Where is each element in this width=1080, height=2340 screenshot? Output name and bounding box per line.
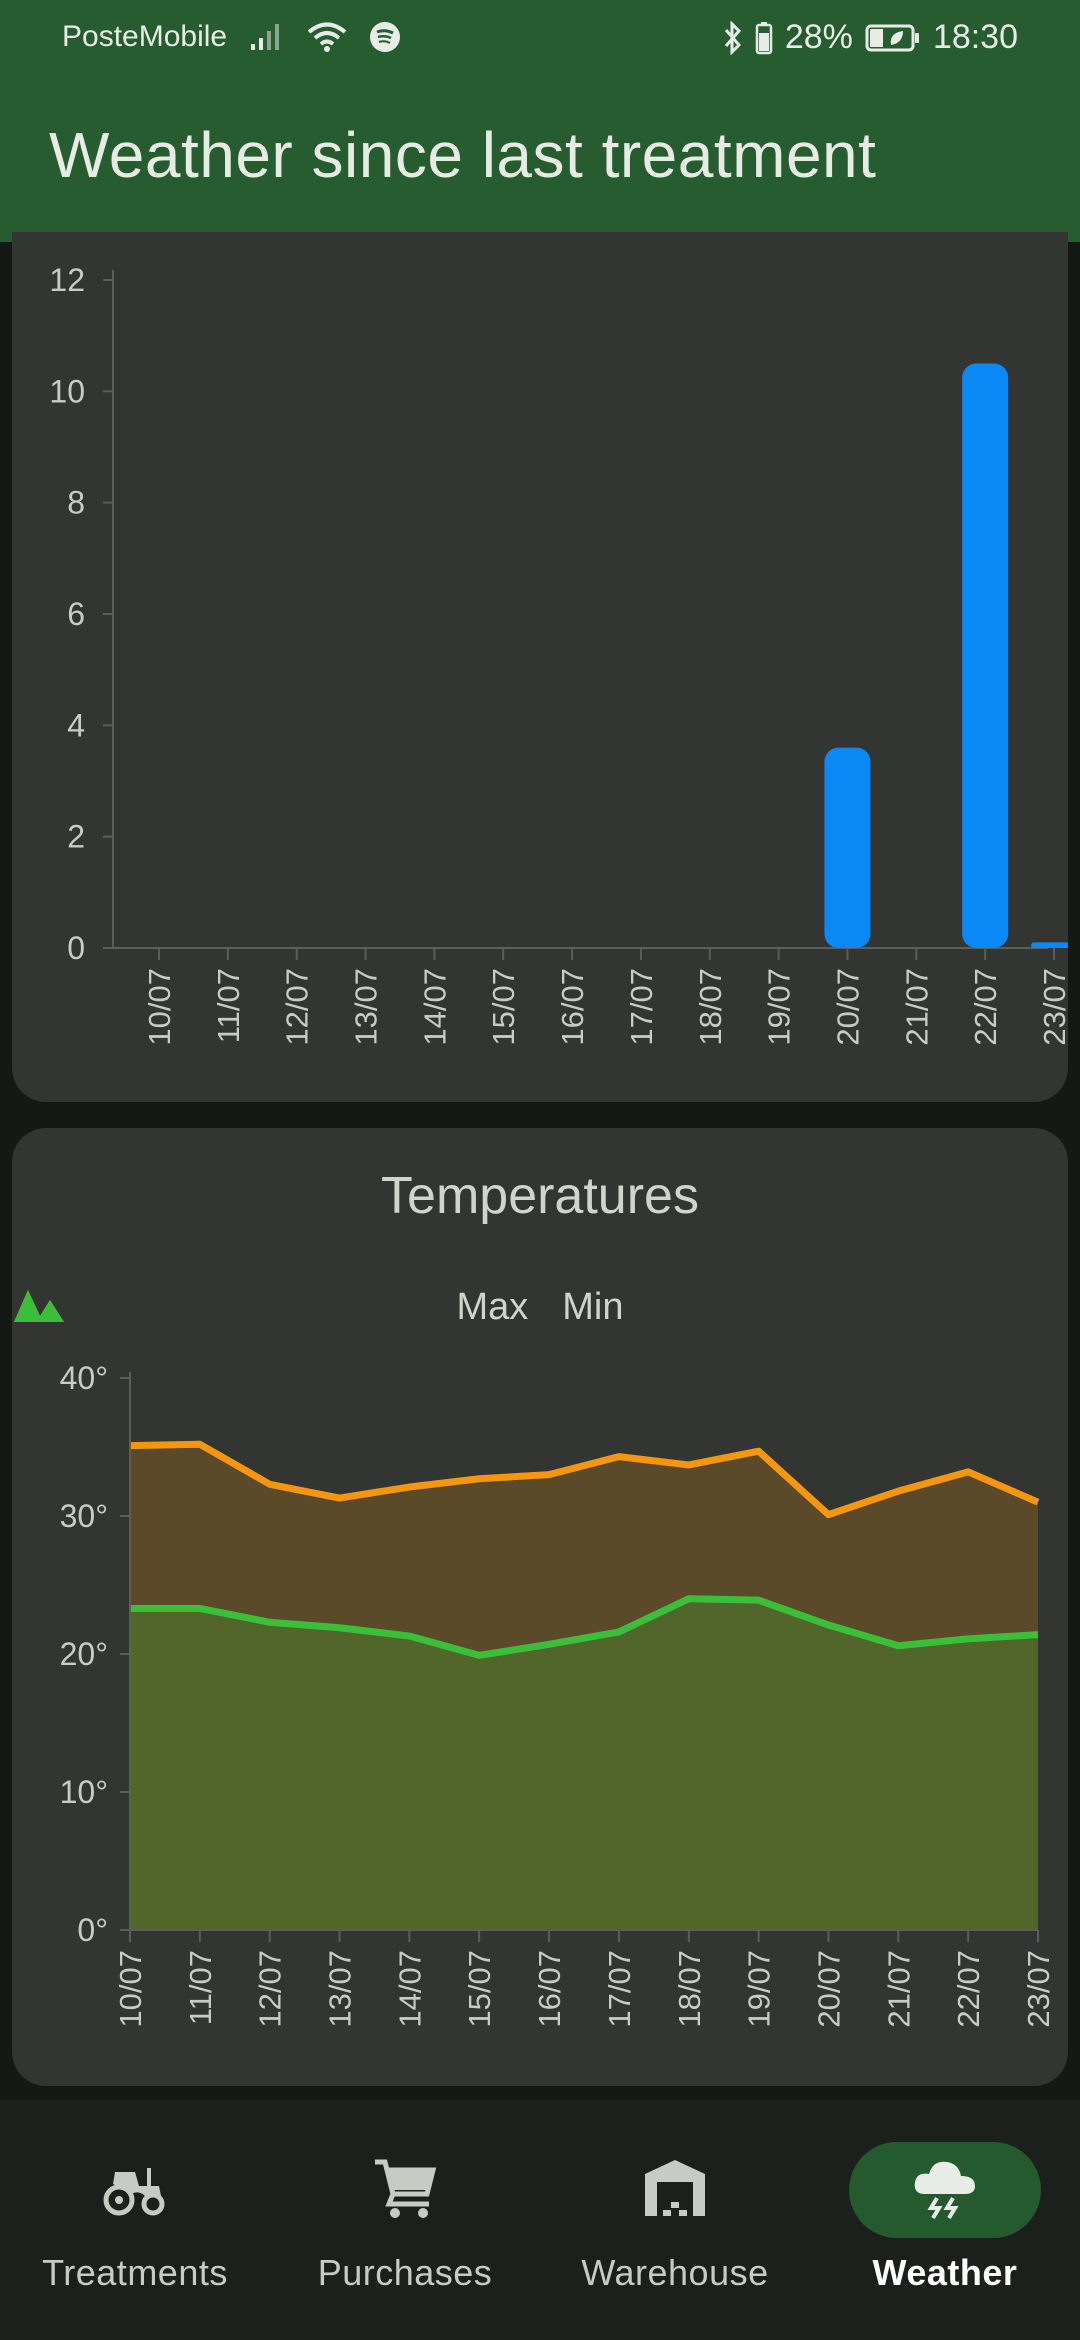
y-tick-label: 20° [60, 1636, 108, 1672]
x-tick-label: 19/07 [762, 968, 797, 1046]
status-bar: PosteMobile 28% [0, 0, 1080, 76]
x-tick-label: 16/07 [555, 968, 590, 1046]
nav-item-weather[interactable]: Weather [810, 2140, 1080, 2310]
battery-percent: 28% [784, 18, 853, 56]
x-tick-label: 14/07 [417, 968, 452, 1046]
x-tick-label: 15/07 [462, 1950, 497, 2028]
storm-cloud-icon [914, 2161, 975, 2220]
temperature-chart-card: Temperatures Max Min 0° 10° 20° 30° 40° 10/07… [12, 1128, 1068, 2086]
nav-label: Warehouse [581, 2252, 769, 2293]
y-tick-label: 10 [49, 373, 85, 409]
y-tick-label: 12 [49, 262, 85, 298]
x-tick-label: 22/07 [951, 1950, 986, 2028]
legend-item-min[interactable]: Min [14, 1286, 624, 1329]
bluetooth-icon [724, 20, 741, 55]
x-tick-label: 11/07 [183, 1950, 218, 2025]
battery-saver-icon [865, 24, 919, 51]
wifi-icon [307, 22, 347, 52]
x-tick-label: 14/07 [392, 1950, 427, 2028]
x-tick-label: 19/07 [742, 1950, 777, 2028]
rain-bar-chart: 0 2 4 6 8 10 12 10/07 11/07 12/07 13/07 14/07 15/07 1… [49, 262, 1068, 1046]
bar [824, 747, 871, 948]
nav-item-purchases[interactable]: Purchases [270, 2140, 540, 2310]
legend-swatch-min [14, 1290, 64, 1322]
carrier-label: PosteMobile [62, 20, 228, 53]
x-tick-label: 18/07 [693, 968, 728, 1046]
nav-label: Purchases [317, 2252, 493, 2293]
warehouse-icon [645, 2160, 705, 2216]
x-tick-label: 18/07 [672, 1950, 707, 2028]
x-tick-label: 13/07 [323, 1950, 358, 2028]
spotify-icon [370, 22, 401, 52]
legend-label-min: Min [562, 1286, 624, 1328]
x-tick-label: 10/07 [142, 968, 177, 1046]
bottom-navigation: Treatments Purchases Warehouse Wea [0, 2100, 1080, 2340]
app-bar: Weather since last treatment [0, 76, 1080, 242]
x-tick-label: 21/07 [899, 968, 934, 1046]
y-tick-label: 6 [67, 596, 85, 632]
y-tick-label: 0 [67, 930, 85, 966]
y-tick-label: 30° [60, 1498, 108, 1534]
battery-small-icon [755, 21, 773, 54]
chart-legend: Max Min [12, 1286, 1068, 1329]
bar [1031, 942, 1068, 948]
y-tick-label: 0° [77, 1912, 108, 1948]
x-tick-label: 16/07 [532, 1950, 567, 2028]
bar [962, 363, 1009, 948]
rain-chart-card: 0 2 4 6 8 10 12 10/07 11/07 12/07 13/07 14/07 15/07 1… [12, 232, 1068, 1102]
tractor-icon [103, 2168, 165, 2216]
signal-icon [251, 24, 280, 50]
nav-item-treatments[interactable]: Treatments [0, 2140, 270, 2310]
y-tick-label: 2 [67, 819, 85, 855]
x-tick-label: 12/07 [280, 968, 315, 1046]
y-tick-label: 40° [60, 1360, 108, 1396]
x-tick-label: 17/07 [624, 968, 659, 1046]
x-tick-label: 23/07 [1021, 1950, 1056, 2028]
x-tick-label: 22/07 [968, 968, 1003, 1046]
nav-item-warehouse[interactable]: Warehouse [540, 2140, 810, 2310]
series-area-min [130, 1598, 1038, 1930]
x-tick-label: 13/07 [349, 968, 384, 1046]
x-tick-label: 11/07 [211, 968, 246, 1043]
x-tick-label: 15/07 [486, 968, 521, 1046]
temperature-area-chart: 0° 10° 20° 30° 40° 10/07 11/07 12/07 13/07 14/07 1… [60, 1360, 1056, 2028]
cart-icon [375, 2159, 437, 2218]
x-tick-label: 23/07 [1037, 968, 1068, 1046]
x-tick-label: 20/07 [811, 1950, 846, 2028]
nav-label: Weather [872, 2252, 1018, 2293]
x-tick-label: 12/07 [253, 1950, 288, 2028]
chart-title: Temperatures [381, 1167, 699, 1225]
y-tick-label: 8 [67, 485, 85, 521]
nav-label: Treatments [42, 2252, 228, 2293]
x-tick-label: 21/07 [881, 1950, 916, 2028]
x-tick-label: 10/07 [113, 1950, 148, 2028]
series-line-max [129, 1440, 1040, 1519]
y-tick-label: 4 [67, 707, 85, 743]
clock: 18:30 [932, 18, 1018, 56]
legend-label-max: Max [456, 1286, 529, 1328]
y-tick-label: 10° [60, 1774, 108, 1810]
page-title: Weather since last treatment [49, 119, 877, 191]
x-tick-label: 17/07 [602, 1950, 637, 2028]
x-tick-label: 20/07 [830, 968, 865, 1046]
series-line-min [130, 1595, 1039, 1659]
